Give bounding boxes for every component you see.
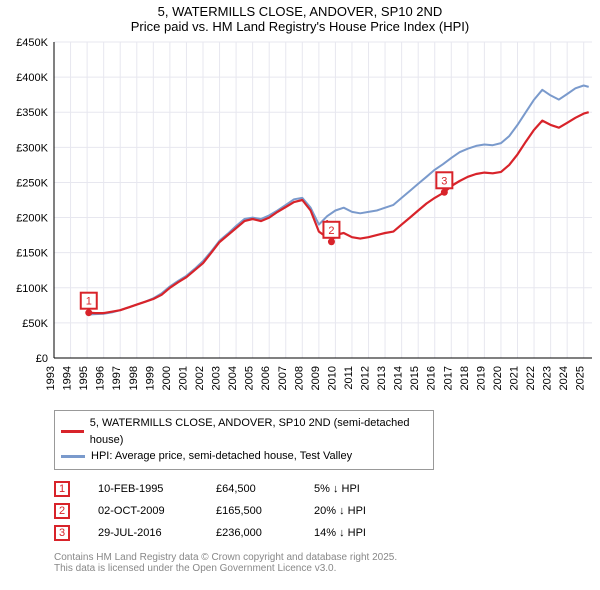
table-row: 2 02-OCT-2009 £165,500 20% ↓ HPI xyxy=(54,500,600,522)
svg-text:£400K: £400K xyxy=(16,72,48,84)
svg-text:2019: 2019 xyxy=(475,366,487,390)
svg-text:2011: 2011 xyxy=(343,366,355,390)
marker-price: £236,000 xyxy=(216,527,286,539)
marker-price: £165,500 xyxy=(216,505,286,517)
marker-badge-icon: 2 xyxy=(54,503,70,519)
svg-text:2020: 2020 xyxy=(492,366,504,390)
legend-swatch-icon xyxy=(61,430,84,433)
legend-swatch-icon xyxy=(61,455,85,458)
marker-date: 29-JUL-2016 xyxy=(98,527,188,539)
svg-text:2005: 2005 xyxy=(244,366,256,390)
marker-badge-icon: 3 xyxy=(54,525,70,541)
chart-area: £0 £50K £100K £150K £200K £250K £300K £350K £400… xyxy=(0,36,600,406)
svg-text:2006: 2006 xyxy=(260,366,272,390)
svg-text:2016: 2016 xyxy=(426,366,438,390)
legend: 5, WATERMILLS CLOSE, ANDOVER, SP10 2ND (… xyxy=(54,410,434,470)
svg-text:2003: 2003 xyxy=(211,366,223,390)
svg-text:2023: 2023 xyxy=(542,366,554,390)
marker-delta: 14% ↓ HPI xyxy=(314,527,366,539)
chart-svg: £0 £50K £100K £150K £200K £250K £300K £350K £400… xyxy=(0,36,600,406)
marker-badge-icon: 1 xyxy=(54,481,70,497)
marker-date: 02-OCT-2009 xyxy=(98,505,188,517)
svg-text:1997: 1997 xyxy=(111,366,123,390)
svg-text:2000: 2000 xyxy=(161,366,173,390)
svg-text:1994: 1994 xyxy=(62,366,74,390)
svg-text:£150K: £150K xyxy=(16,248,48,260)
svg-text:£350K: £350K xyxy=(16,107,48,119)
svg-text:2025: 2025 xyxy=(575,366,587,390)
svg-text:1: 1 xyxy=(86,296,92,308)
svg-text:2007: 2007 xyxy=(277,366,289,390)
svg-text:1996: 1996 xyxy=(95,366,107,390)
chart-subtitle: Price paid vs. HM Land Registry's House … xyxy=(0,19,600,36)
svg-text:2004: 2004 xyxy=(227,366,239,390)
footer-line: This data is licensed under the Open Gov… xyxy=(54,563,600,574)
legend-item-hpi: HPI: Average price, semi-detached house,… xyxy=(61,448,427,465)
footer-line: Contains HM Land Registry data © Crown c… xyxy=(54,552,600,563)
svg-text:£50K: £50K xyxy=(22,318,48,330)
svg-text:2010: 2010 xyxy=(326,366,338,390)
svg-text:£450K: £450K xyxy=(16,37,48,49)
marker-date: 10-FEB-1995 xyxy=(98,483,188,495)
svg-text:£300K: £300K xyxy=(16,142,48,154)
table-row: 3 29-JUL-2016 £236,000 14% ↓ HPI xyxy=(54,522,600,544)
svg-text:1998: 1998 xyxy=(128,366,140,390)
svg-text:1995: 1995 xyxy=(78,366,90,390)
svg-text:2013: 2013 xyxy=(376,366,388,390)
svg-text:2015: 2015 xyxy=(409,366,421,390)
svg-text:1999: 1999 xyxy=(144,366,156,390)
svg-text:2009: 2009 xyxy=(310,366,322,390)
svg-text:£0: £0 xyxy=(36,353,48,365)
chart-title: 5, WATERMILLS CLOSE, ANDOVER, SP10 2ND xyxy=(0,0,600,19)
svg-text:2008: 2008 xyxy=(293,366,305,390)
svg-text:2002: 2002 xyxy=(194,366,206,390)
svg-text:2012: 2012 xyxy=(360,366,372,390)
legend-label: 5, WATERMILLS CLOSE, ANDOVER, SP10 2ND (… xyxy=(90,415,427,448)
svg-text:2001: 2001 xyxy=(177,366,189,390)
svg-text:£100K: £100K xyxy=(16,283,48,295)
svg-text:£200K: £200K xyxy=(16,213,48,225)
legend-label: HPI: Average price, semi-detached house,… xyxy=(91,448,352,465)
svg-text:2014: 2014 xyxy=(393,366,405,390)
svg-text:£250K: £250K xyxy=(16,177,48,189)
svg-text:2: 2 xyxy=(328,225,334,237)
svg-text:2021: 2021 xyxy=(509,366,521,390)
footer-attribution: Contains HM Land Registry data © Crown c… xyxy=(54,552,600,574)
marker-delta: 5% ↓ HPI xyxy=(314,483,360,495)
legend-item-property: 5, WATERMILLS CLOSE, ANDOVER, SP10 2ND (… xyxy=(61,415,427,448)
table-row: 1 10-FEB-1995 £64,500 5% ↓ HPI xyxy=(54,478,600,500)
marker-price: £64,500 xyxy=(216,483,286,495)
svg-text:3: 3 xyxy=(441,175,447,187)
svg-text:2024: 2024 xyxy=(558,366,570,390)
markers-table: 1 10-FEB-1995 £64,500 5% ↓ HPI 2 02-OCT-… xyxy=(54,478,600,544)
svg-text:2022: 2022 xyxy=(525,366,537,390)
svg-text:2017: 2017 xyxy=(442,366,454,390)
marker-delta: 20% ↓ HPI xyxy=(314,505,366,517)
svg-text:2018: 2018 xyxy=(459,366,471,390)
svg-text:1993: 1993 xyxy=(45,366,57,390)
